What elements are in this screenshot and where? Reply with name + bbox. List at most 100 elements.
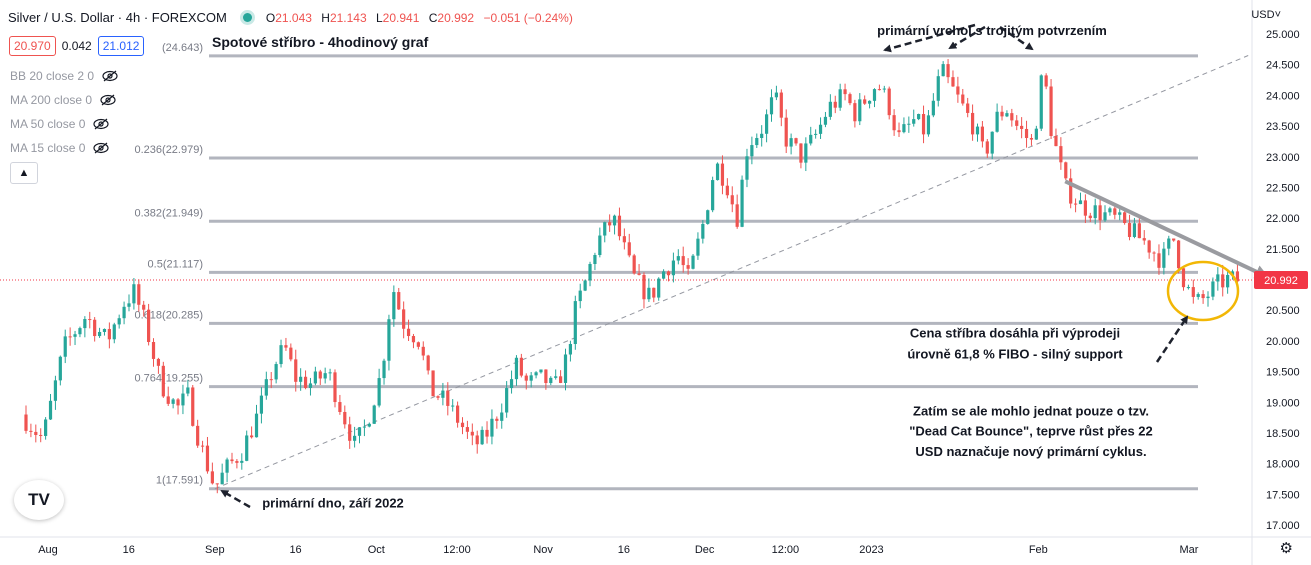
indicator-ma15[interactable]: MA 15 close 0 <box>10 141 109 155</box>
candle-body <box>328 372 332 374</box>
candle <box>912 109 916 127</box>
candle <box>1093 198 1097 225</box>
chevron-up-icon: ▲ <box>18 167 30 179</box>
candle-body <box>622 236 626 243</box>
tradingview-logo-icon[interactable]: TV <box>14 480 64 520</box>
gear-icon[interactable]: ⚙ <box>1279 540 1293 557</box>
sell-button[interactable]: 20.970 <box>9 36 56 56</box>
candle-body <box>612 215 617 226</box>
candle-body <box>828 101 832 117</box>
candle-body <box>107 328 111 340</box>
candle <box>1083 194 1087 224</box>
indicator-bb[interactable]: BB 20 close 2 0 <box>10 69 118 83</box>
candle-body <box>711 180 715 211</box>
candle-body <box>882 88 886 90</box>
ohlc-readout: O21.043 H21.143 L20.941 C20.992 −0.051 (… <box>265 10 573 25</box>
candle-body <box>73 334 77 337</box>
candle <box>142 300 146 317</box>
candle <box>774 85 779 101</box>
candle <box>789 133 793 155</box>
candle-body <box>877 89 882 91</box>
indicator-ma200[interactable]: MA 200 close 0 <box>10 93 116 107</box>
candle-body <box>475 435 479 445</box>
eye-hidden-icon[interactable] <box>93 142 109 154</box>
eye-hidden-icon[interactable] <box>93 118 109 130</box>
candle-body <box>1020 125 1024 129</box>
candle <box>573 295 577 350</box>
y-tick-label: 17.000 <box>1266 520 1300 532</box>
candle <box>1142 230 1146 245</box>
candle-body <box>1059 146 1063 163</box>
candle-body <box>853 103 857 122</box>
candle <box>441 382 445 406</box>
candle-body <box>681 256 685 266</box>
collapse-legend-button[interactable]: ▲ <box>10 162 38 184</box>
candle <box>509 370 514 394</box>
candle-body <box>1162 248 1166 268</box>
candle-body <box>637 273 641 275</box>
currency-selector[interactable]: USD˅ <box>1251 9 1281 21</box>
candle-body <box>902 124 906 133</box>
indicator-ma50[interactable]: MA 50 close 0 <box>10 117 109 131</box>
candle-body <box>804 143 808 163</box>
candle <box>156 357 161 374</box>
candle <box>1152 251 1156 262</box>
candle <box>985 139 989 158</box>
candle-body <box>367 423 371 427</box>
candle-body <box>1078 200 1083 205</box>
candle <box>132 277 136 310</box>
candle <box>544 369 548 390</box>
candle-body <box>1005 113 1009 117</box>
candle <box>1132 217 1137 239</box>
candle <box>1216 267 1220 291</box>
candle <box>1034 125 1038 140</box>
candle-body <box>1024 128 1029 139</box>
candle <box>1147 239 1151 259</box>
fib-level-label: 0.382(21.949) <box>135 207 204 219</box>
eye-hidden-icon[interactable] <box>102 70 118 82</box>
candle <box>1020 117 1024 139</box>
candle <box>818 117 823 139</box>
candle <box>343 405 347 429</box>
chart-annotation: Cena stříbra dosáhla při výprodeji <box>910 326 1120 341</box>
candle-body <box>1103 212 1107 221</box>
candle <box>274 361 278 384</box>
candle <box>97 327 102 338</box>
candle-body <box>760 133 764 138</box>
candle-body <box>931 100 935 116</box>
candle <box>652 287 656 303</box>
candle-body <box>936 76 940 101</box>
candle <box>1157 244 1161 275</box>
symbol-title[interactable]: Silver / U.S. Dollar · 4h · FOREXCOM <box>8 10 227 25</box>
y-tick-label: 20.000 <box>1266 336 1300 348</box>
eye-hidden-icon[interactable] <box>100 94 116 106</box>
candle <box>377 368 381 408</box>
candle-body <box>818 124 823 134</box>
y-tick-label: 22.000 <box>1266 213 1300 225</box>
candle <box>735 194 739 229</box>
candle <box>470 423 474 446</box>
last-price-label: 20.992 <box>1264 275 1298 287</box>
candle <box>617 207 622 241</box>
candle-body <box>1142 238 1146 241</box>
candle <box>387 314 391 371</box>
candle <box>980 120 984 148</box>
x-tick-label: 12:00 <box>443 544 471 556</box>
candle <box>279 339 283 368</box>
candle <box>259 387 264 424</box>
x-tick-label: 12:00 <box>772 544 800 556</box>
candle <box>382 358 386 385</box>
candle-body <box>1123 212 1127 224</box>
y-tick-label: 21.500 <box>1266 244 1300 256</box>
candle <box>676 249 680 265</box>
candle-body <box>966 103 970 113</box>
candle-body <box>97 331 102 337</box>
candle <box>593 252 597 271</box>
candle <box>24 405 28 434</box>
candle <box>210 462 214 485</box>
buy-button[interactable]: 21.012 <box>97 36 145 56</box>
candle <box>1137 218 1141 239</box>
candle-body <box>171 399 175 404</box>
candle <box>392 285 396 327</box>
